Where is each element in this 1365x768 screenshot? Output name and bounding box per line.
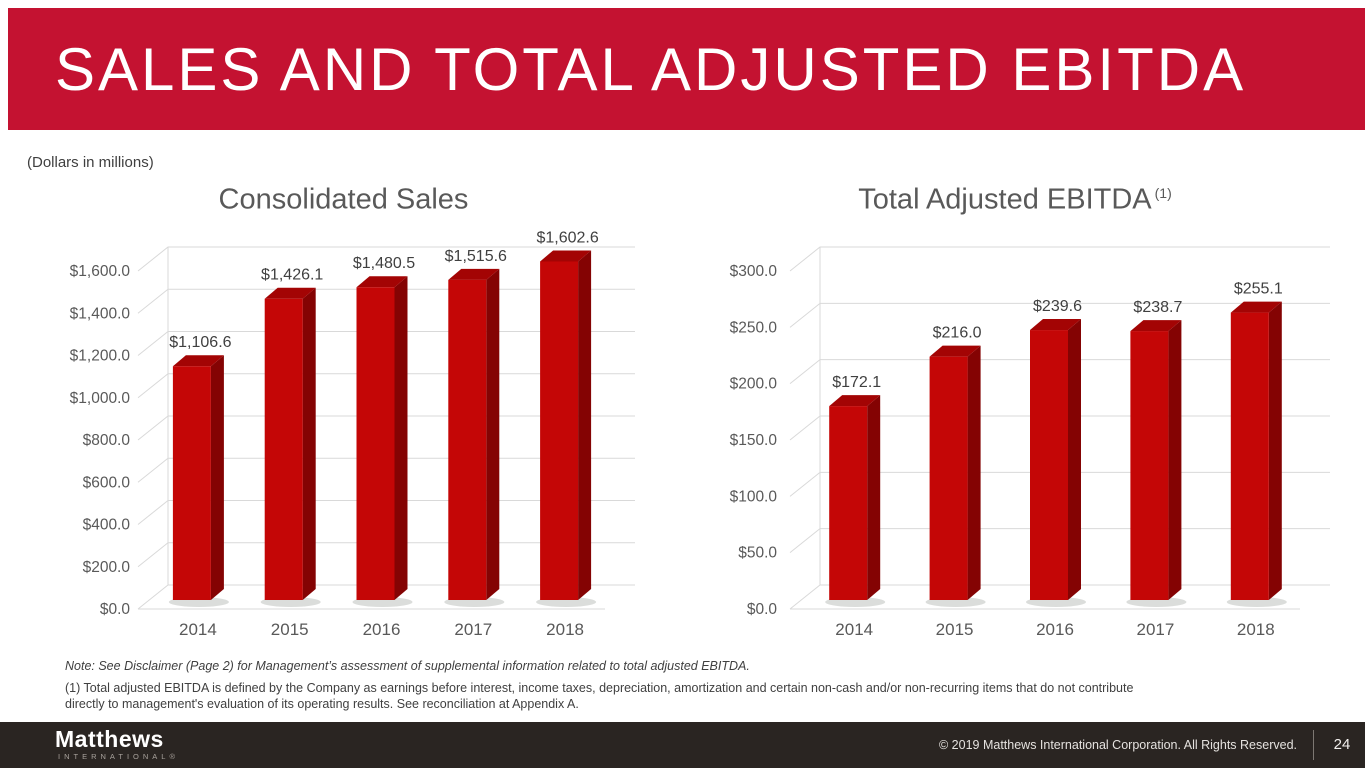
bar	[448, 279, 487, 600]
y-tick-label: $0.0	[747, 601, 778, 618]
x-axis-label: 2018	[1237, 620, 1275, 639]
data-label: $1,480.5	[353, 255, 415, 272]
chart-title-consolidated-sales: Consolidated Sales	[30, 176, 660, 217]
copyright-text: © 2019 Matthews International Corporatio…	[938, 738, 1297, 752]
data-label: $255.1	[1234, 280, 1283, 297]
y-tick-label: $400.0	[83, 516, 131, 533]
bar	[829, 405, 868, 600]
disclaimer-note: Note: See Disclaimer (Page 2) for Manage…	[65, 659, 750, 673]
chart-title-superscript: (1)	[1154, 185, 1172, 201]
bar-side-face	[302, 287, 316, 600]
bar-top-face	[172, 354, 224, 366]
y-tick-label: $250.0	[730, 319, 778, 336]
data-label: $1,106.6	[169, 334, 231, 351]
logo-wordmark: Matthews	[55, 726, 164, 752]
x-axis-label: 2017	[1136, 620, 1174, 639]
y-tick-label: $100.0	[730, 488, 778, 505]
data-label: $1,515.6	[445, 247, 507, 264]
bar	[929, 356, 968, 600]
bar-top-face	[1230, 301, 1282, 313]
bar	[1130, 330, 1169, 600]
bar-top-face	[448, 268, 500, 280]
x-axis-label: 2014	[835, 620, 873, 639]
data-label: $238.7	[1133, 299, 1182, 316]
bar	[264, 298, 303, 600]
page-number-divider	[1313, 730, 1314, 760]
bar	[172, 365, 211, 600]
y-tick-label: $1,400.0	[70, 305, 131, 322]
data-label: $1,426.1	[261, 266, 323, 283]
bar-side-face	[486, 268, 500, 600]
bar-top-face	[356, 275, 408, 287]
x-axis-label: 2014	[179, 620, 217, 639]
bar-side-face	[578, 250, 592, 600]
data-label: $1,602.6	[536, 229, 598, 246]
y-tick-label: $800.0	[83, 432, 131, 449]
x-axis-label: 2015	[936, 620, 974, 639]
page-number: 24	[1333, 736, 1351, 753]
bar-top-face	[264, 287, 316, 299]
x-axis-label: 2015	[271, 620, 309, 639]
bar	[540, 261, 579, 600]
bar-top-face	[1130, 319, 1182, 331]
data-label: $216.0	[933, 324, 982, 341]
y-tick-label: $1,200.0	[70, 347, 131, 364]
chart-title-text: Consolidated Sales	[218, 183, 469, 216]
bar-top-face	[540, 250, 592, 262]
data-label: $172.1	[832, 374, 881, 391]
bar-side-face	[210, 354, 224, 600]
footnote-line-2: directly to management's evaluation of i…	[65, 697, 579, 711]
y-tick-label: $200.0	[83, 558, 131, 575]
x-axis-label: 2016	[1036, 620, 1074, 639]
chart-title-text: Total Adjusted EBITDA	[858, 183, 1152, 216]
footer-bar: Matthews INTERNATIONAL® © 2019 Matthews …	[0, 722, 1365, 768]
footnote-line-1: (1) Total adjusted EBITDA is defined by …	[65, 681, 1134, 695]
slide-title: SALES AND TOTAL ADJUSTED EBITDA	[55, 35, 1247, 103]
bar-top-face	[1030, 318, 1081, 330]
total-adjusted-ebitda-plot: $0.0 $50.0 $100.0 $150.0 $200.0 $250.0 $300.0 $…	[730, 246, 1330, 639]
bar-side-face	[867, 394, 881, 600]
footnotes: Note: See Disclaimer (Page 2) for Manage…	[65, 658, 1325, 712]
y-tick-label: $1,600.0	[70, 263, 131, 280]
x-axis-label: 2017	[454, 620, 492, 639]
consolidated-sales-chart: Consolidated Sales $0.0 $200.0 $400.0 $600.…	[30, 176, 660, 681]
chart-title-total-adjusted-ebitda: Total Adjusted EBITDA (1)	[685, 176, 1345, 217]
consolidated-sales-plot: $0.0 $200.0 $400.0 $600.0 $800.0 $1,000.0 $1,2…	[70, 229, 635, 639]
y-tick-label: $50.0	[738, 544, 777, 561]
x-axis-label: 2018	[546, 620, 584, 639]
y-tick-label: $300.0	[730, 263, 778, 280]
bar-side-face	[967, 345, 981, 600]
matthews-logo: Matthews INTERNATIONAL®	[55, 727, 179, 761]
bar	[356, 286, 395, 600]
title-banner: SALES AND TOTAL ADJUSTED EBITDA	[8, 8, 1365, 130]
bar-side-face	[1268, 301, 1282, 600]
data-label: $239.6	[1033, 298, 1082, 315]
bar-side-face	[1168, 319, 1182, 600]
units-note: (Dollars in millions)	[27, 154, 154, 171]
x-axis-label: 2016	[363, 620, 401, 639]
bar	[1030, 329, 1068, 600]
bar-top-face	[829, 394, 881, 406]
y-tick-label: $150.0	[730, 432, 778, 449]
logo-subtitle: INTERNATIONAL®	[58, 752, 179, 761]
y-tick-label: $200.0	[730, 375, 778, 392]
gridline	[789, 246, 1330, 272]
bar-top-face	[929, 345, 981, 357]
y-tick-label: $1,000.0	[70, 389, 131, 406]
y-tick-label: $0.0	[100, 601, 131, 618]
bar-side-face	[394, 275, 408, 600]
bar	[1230, 312, 1269, 600]
bar-side-face	[1068, 318, 1081, 600]
total-adjusted-ebitda-chart: Total Adjusted EBITDA (1) $0.0 $50.0 $100.0…	[685, 176, 1345, 681]
y-tick-label: $600.0	[83, 474, 131, 491]
